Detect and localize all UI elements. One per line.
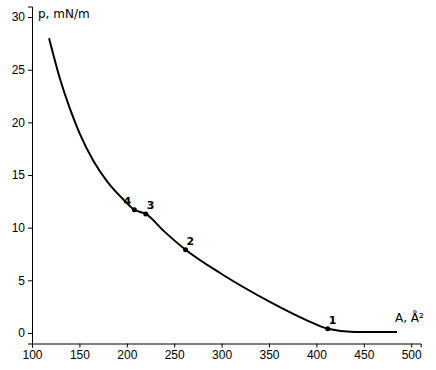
x-tick: 150 [70, 344, 90, 363]
y-tick-label: 20 [12, 116, 26, 130]
x-tick-mark [222, 344, 223, 348]
annotation-point [132, 207, 137, 212]
y-tick: 5 [18, 274, 32, 288]
x-tick: 200 [117, 344, 137, 363]
x-axis-title: A, Å² [395, 310, 424, 325]
x-tick-mark [79, 344, 80, 348]
x-axis: 100 150 200 250 300 350 400 450 500 [22, 344, 422, 363]
annotation-label: 2 [187, 235, 195, 248]
y-tick: 20 [12, 116, 32, 130]
annotations: 1 2 3 4 [124, 195, 337, 327]
y-tick-mark [28, 175, 32, 176]
x-tick-label: 350 [259, 348, 279, 362]
x-tick-label: 150 [70, 348, 90, 362]
x-tick-label: 450 [354, 348, 374, 362]
y-tick-label: 30 [12, 10, 26, 24]
x-tick: 250 [165, 344, 185, 363]
x-tick: 300 [212, 344, 232, 363]
y-axis: 0 5 10 15 20 25 30 [12, 7, 33, 344]
y-tick-mark [28, 228, 32, 229]
annotation-label: 4 [124, 195, 132, 208]
x-tick: 500 [402, 344, 422, 363]
y-tick: 0 [18, 326, 32, 340]
x-axis-line [33, 344, 422, 348]
y-tick: 30 [12, 10, 32, 24]
x-tick-mark [127, 344, 128, 348]
x-tick-label: 500 [402, 348, 422, 362]
annotation-label: 1 [329, 314, 337, 327]
annotation-label: 3 [147, 199, 155, 212]
x-tick-label: 200 [117, 348, 137, 362]
y-tick-mark [28, 333, 32, 334]
y-tick-mark [28, 70, 32, 71]
x-tick-mark [364, 344, 365, 348]
x-tick-label: 100 [22, 348, 42, 362]
y-tick-mark [28, 122, 32, 123]
x-tick-label: 300 [212, 348, 232, 362]
x-tick: 100 [22, 344, 42, 363]
y-tick-label: 15 [12, 168, 26, 182]
x-tick-mark [174, 344, 175, 348]
x-tick-mark [269, 344, 270, 348]
annotation-point [143, 211, 148, 216]
x-tick-mark [316, 344, 317, 348]
y-tick-label: 0 [18, 326, 25, 340]
y-tick-label: 25 [12, 63, 26, 77]
x-tick-label: 250 [165, 348, 185, 362]
x-tick-label: 400 [307, 348, 327, 362]
y-tick: 10 [12, 221, 32, 235]
chart: 100 150 200 250 300 350 400 450 500 0 5 10 15 20 25 30 1… [0, 0, 436, 370]
x-tick-mark [411, 344, 412, 348]
y-tick-mark [28, 17, 32, 18]
x-tick: 350 [259, 344, 279, 363]
y-axis-title: p, mN/m [38, 7, 90, 21]
y-tick: 25 [12, 63, 32, 77]
y-tick-label: 10 [12, 221, 26, 235]
annotation-point [183, 247, 188, 252]
y-tick-label: 5 [18, 274, 25, 288]
y-axis-line [28, 7, 33, 344]
plot-area [49, 38, 397, 332]
x-tick: 450 [354, 344, 374, 363]
x-tick: 400 [307, 344, 327, 363]
isotherm-line [49, 38, 397, 332]
y-tick: 15 [12, 168, 32, 182]
y-tick-mark [28, 280, 32, 281]
annotation-point [325, 326, 330, 331]
